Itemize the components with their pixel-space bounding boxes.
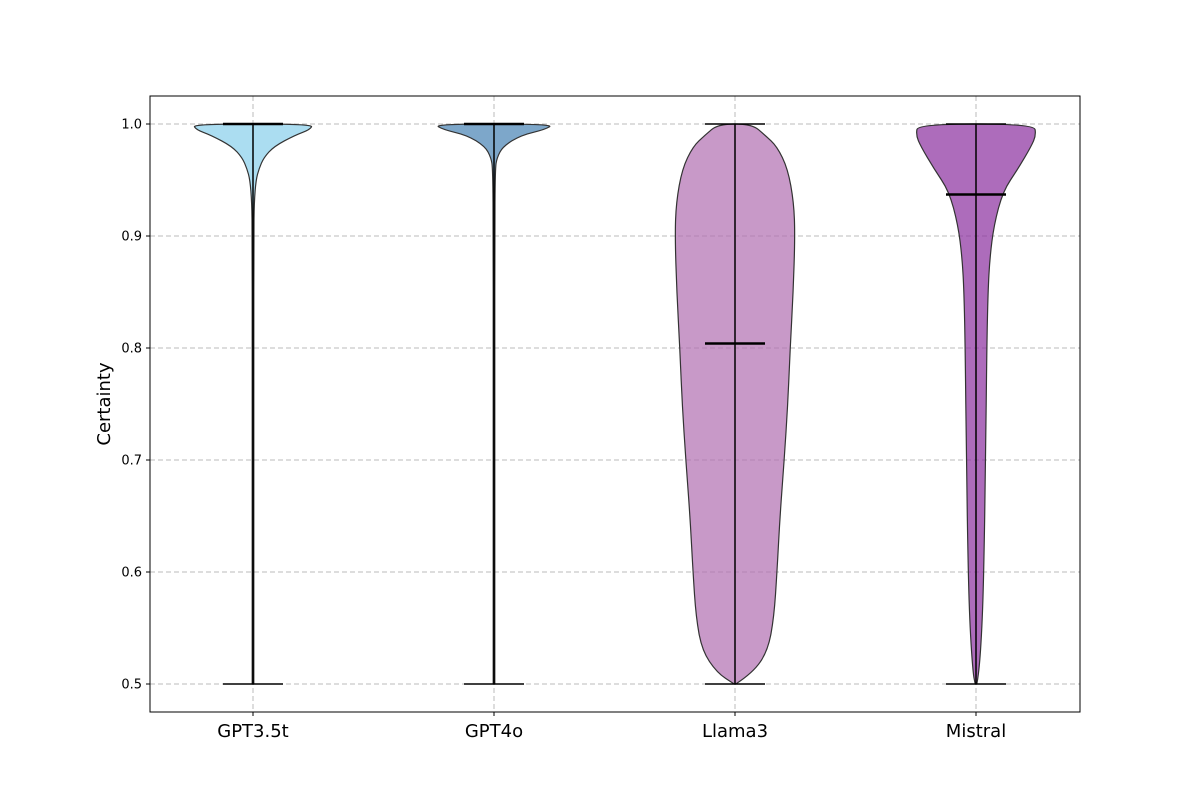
tick-layer: 0.5 0.6 0.7 0.8 0.9 1.0 GPT3.5t GPT4o Llama3 Mist…: [121, 118, 1006, 743]
axis-layer: [149, 95, 1081, 713]
x-tick-label: GPT3.5t: [217, 721, 288, 742]
y-axis-title: Certainty: [94, 362, 115, 446]
y-tick-label: 0.7: [121, 454, 142, 469]
y-tick-label: 0.5: [121, 678, 142, 693]
y-tick-label: 0.8: [121, 342, 142, 357]
plot-frame: [149, 95, 1081, 713]
x-tick-label: Llama3: [702, 721, 768, 742]
violin-layer: [193, 122, 1036, 685]
y-tick-label: 0.9: [121, 230, 142, 245]
x-tick-label: GPT4o: [465, 721, 523, 742]
x-tick-label: Mistral: [946, 721, 1006, 742]
y-tick-label: 1.0: [121, 118, 142, 133]
y-tick-label: 0.6: [121, 566, 142, 581]
